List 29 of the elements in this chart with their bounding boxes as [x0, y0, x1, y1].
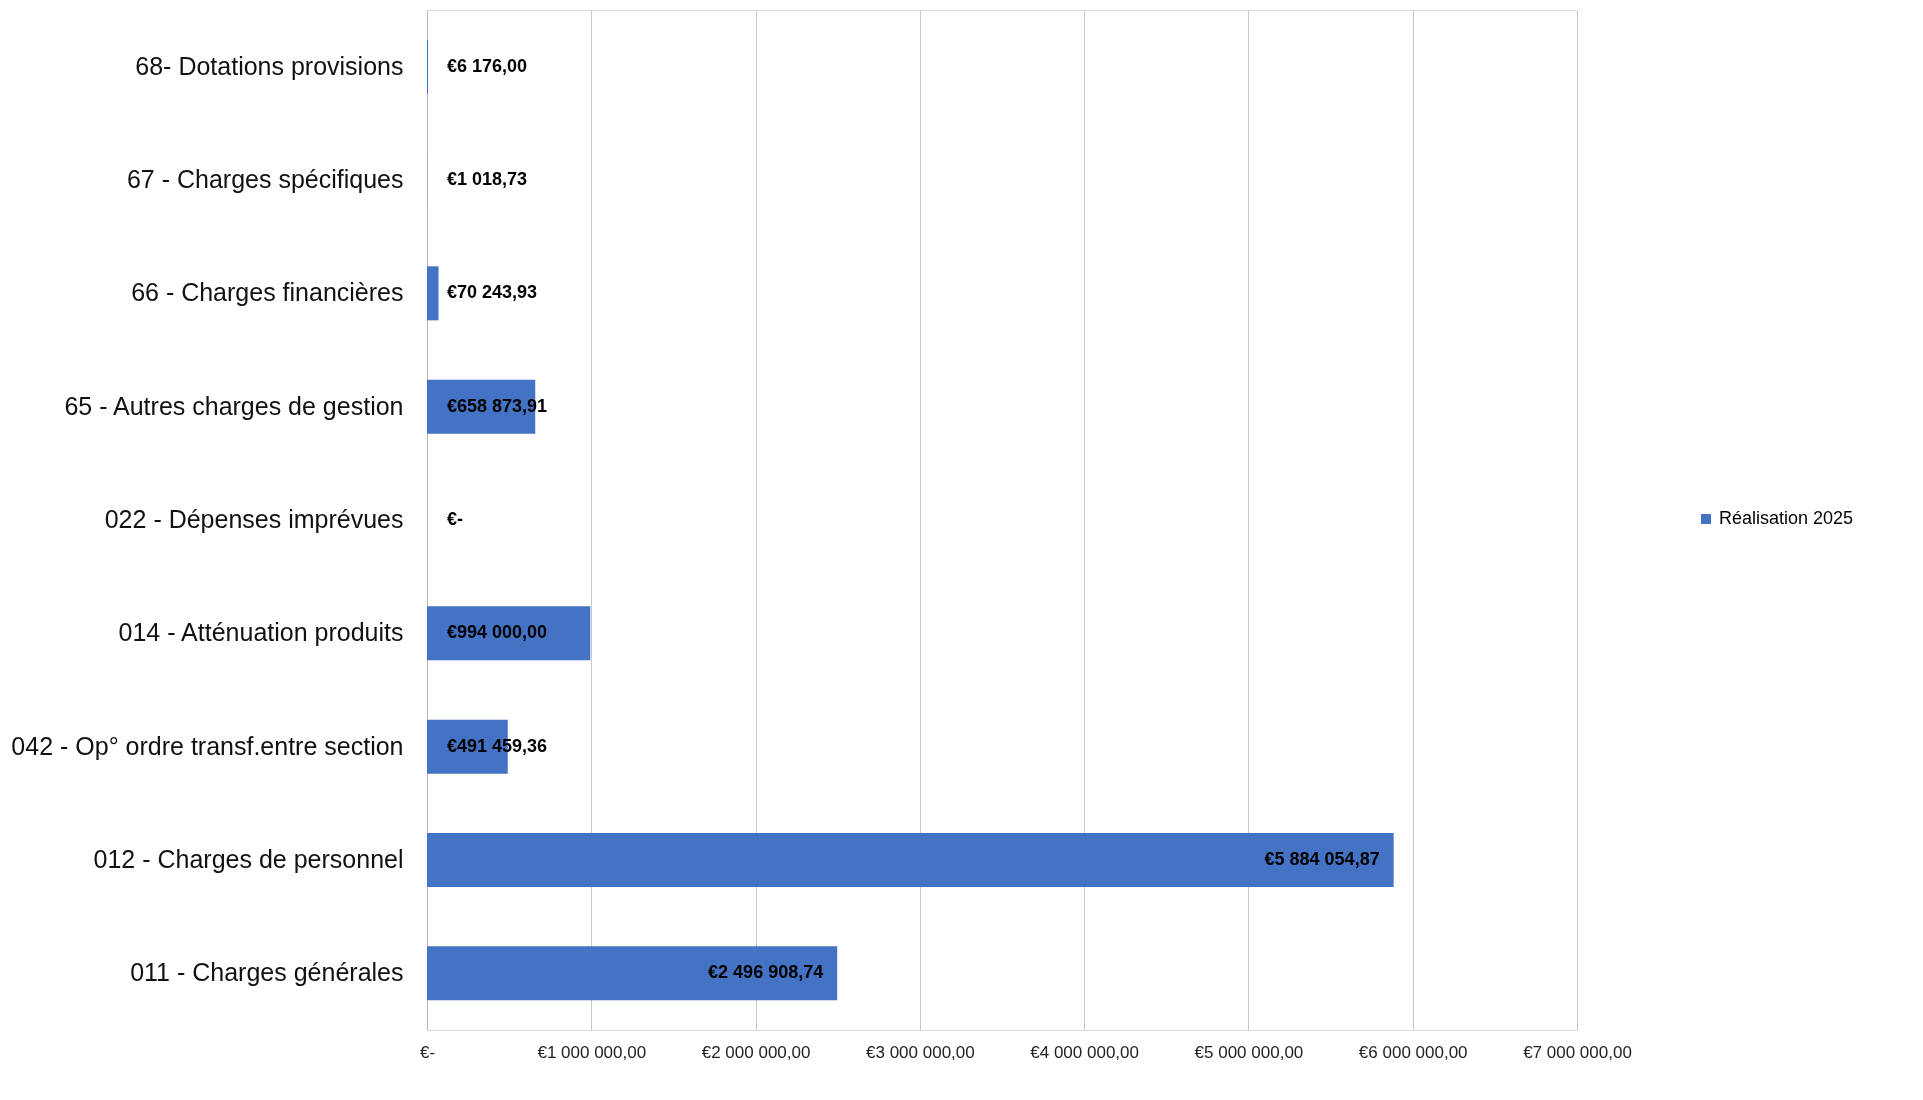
y-tick-label: 022 - Dépenses imprévues	[104, 505, 404, 533]
x-tick-label: €1 000 000,00	[537, 1042, 647, 1062]
x-tick-label: €6 000 000,00	[1358, 1042, 1468, 1062]
y-tick-label: 011 - Charges générales	[130, 958, 404, 987]
data-label: €6 176,00	[447, 55, 528, 76]
x-tick-label: €-	[419, 1042, 436, 1062]
y-tick-label: 012 - Charges de personnel	[93, 845, 404, 873]
x-tick-label: €7 000 000,00	[1523, 1042, 1632, 1062]
bar	[427, 606, 591, 661]
data-label: €70 243,93	[447, 282, 538, 303]
y-tick-label: 042 - Op° ordre transf.entre section	[11, 731, 404, 760]
y-tick-label: 67 - Charges spécifiques	[126, 165, 404, 193]
data-label: €994 000,00	[447, 622, 548, 643]
data-label: €-	[447, 509, 464, 529]
x-tick-label: €2 000 000,00	[701, 1042, 811, 1062]
bar	[427, 946, 838, 1001]
bar	[427, 266, 439, 321]
x-tick-label: €4 000 000,00	[1030, 1042, 1139, 1062]
y-tick-label: 014 - Atténuation produits	[118, 618, 404, 647]
y-tick-label: 66 - Charges financières	[131, 278, 404, 307]
y-tick-label: 68- Dotations provisions	[135, 51, 404, 80]
legend-label: Réalisation 2025	[1719, 508, 1854, 528]
data-label: €5 884 054,87	[1264, 849, 1380, 869]
x-tick-label: €5 000 000,00	[1194, 1042, 1304, 1062]
y-tick-label: 65 - Autres charges de gestion	[64, 391, 404, 420]
x-tick-label: €3 000 000,00	[866, 1042, 975, 1062]
bar	[427, 833, 1394, 887]
data-label: €1 018,73	[447, 169, 528, 189]
data-label: €2 496 908,74	[708, 962, 824, 983]
